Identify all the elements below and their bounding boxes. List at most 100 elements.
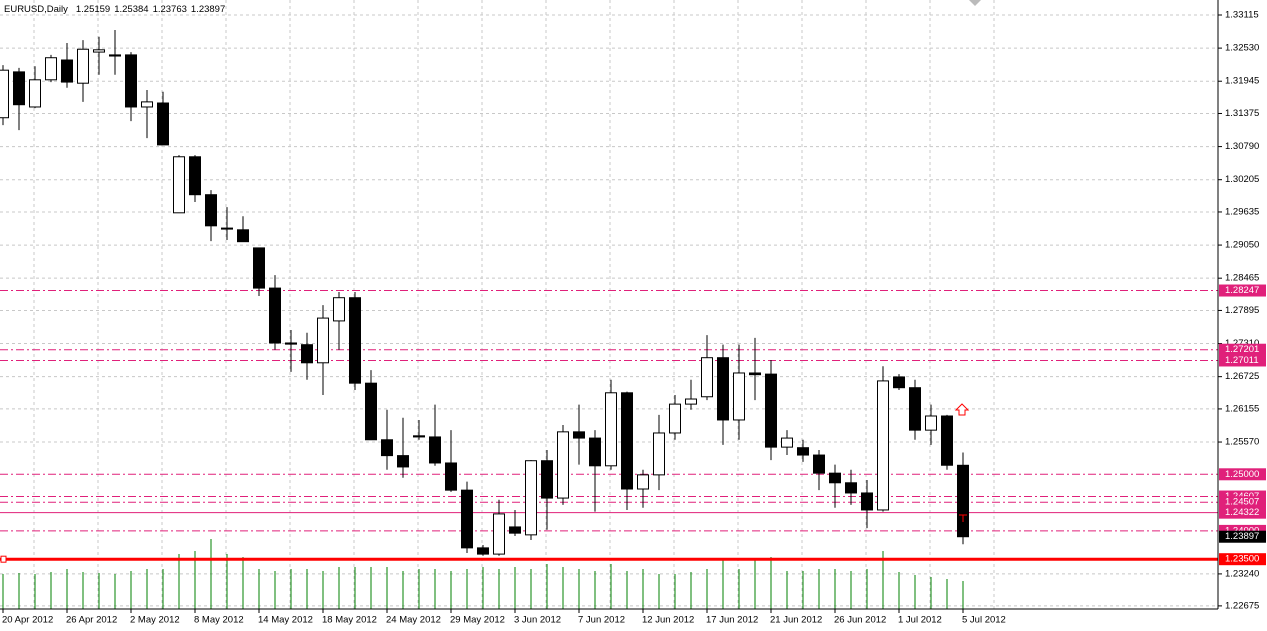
candle-body	[845, 482, 857, 494]
y-tick-label: 1.27310	[1225, 338, 1259, 349]
candle-body	[413, 435, 425, 438]
candle-body	[733, 372, 745, 421]
candle-body	[221, 227, 233, 230]
candle-body	[557, 431, 569, 499]
price-label: 1.23897	[1225, 531, 1259, 542]
x-tick-label: 8 May 2012	[194, 615, 244, 626]
y-tick-label: 1.31375	[1225, 108, 1259, 119]
candle-body	[525, 460, 537, 536]
x-tick-label: 26 Jun 2012	[834, 615, 886, 626]
candle-body	[717, 357, 729, 421]
x-tick-label: 24 May 2012	[386, 615, 441, 626]
candle-body	[461, 489, 473, 549]
level-label-box	[1219, 496, 1266, 509]
level-label-box	[1219, 284, 1266, 297]
candle-body	[893, 376, 905, 389]
level-anchor	[0, 555, 7, 563]
y-tick-label: 1.30790	[1225, 141, 1259, 152]
candle-body	[13, 71, 25, 106]
x-tick-label: 12 Jun 2012	[642, 615, 694, 626]
candle-body	[157, 102, 169, 146]
candle-body	[61, 59, 73, 83]
candle-body	[77, 48, 89, 84]
y-tick-label: 1.32530	[1225, 43, 1259, 54]
candle-body	[685, 398, 697, 405]
candle-body	[669, 403, 681, 434]
level-label: 1.27201	[1225, 344, 1259, 355]
x-tick-label: 20 Apr 2012	[2, 615, 53, 626]
level-label: 1.24507	[1225, 497, 1259, 508]
candle-body	[301, 344, 313, 364]
candle-body	[605, 392, 617, 467]
candle-body	[173, 156, 185, 214]
candle-body	[0, 69, 9, 119]
candle-body	[205, 194, 217, 227]
y-tick-label: 1.23240	[1225, 568, 1259, 579]
y-tick-label: 1.29050	[1225, 240, 1259, 251]
y-tick-label: 1.29635	[1225, 206, 1259, 217]
candle-body	[189, 156, 201, 196]
level-label-box	[1219, 553, 1266, 566]
candle-body	[397, 455, 409, 468]
title-low: 1.23763	[153, 4, 187, 15]
x-tick-label: 29 May 2012	[450, 615, 505, 626]
candle-body	[381, 439, 393, 457]
x-tick-label: 7 Jun 2012	[578, 615, 625, 626]
candle-body	[269, 287, 281, 344]
candle-body	[285, 342, 297, 345]
candle-body	[925, 415, 937, 431]
y-tick-label: 1.31945	[1225, 76, 1259, 87]
x-tick-label: 14 May 2012	[258, 615, 313, 626]
symbol: EURUSD,Daily	[4, 4, 68, 15]
chart-title: EURUSD,Daily 1.25159 1.25384 1.23763 1.23897	[4, 4, 225, 15]
candle-body	[125, 54, 137, 108]
title-high: 1.25384	[114, 4, 148, 15]
candle-body	[541, 460, 553, 499]
x-tick-label: 26 Apr 2012	[66, 615, 117, 626]
candle-body	[493, 513, 505, 555]
x-tick-label: 18 May 2012	[322, 615, 377, 626]
x-tick-label: 2 May 2012	[130, 615, 180, 626]
candle-body	[813, 454, 825, 474]
up-arrow	[954, 403, 970, 416]
candle-body	[317, 317, 329, 364]
candle-body	[941, 415, 953, 466]
candle-body	[445, 462, 457, 491]
candle-body	[781, 437, 793, 448]
candle-body	[333, 297, 345, 322]
candle-body	[861, 492, 873, 511]
y-tick-label: 1.26725	[1225, 371, 1259, 382]
level-label-box	[1219, 506, 1266, 519]
x-tick-label: 5 Jul 2012	[962, 615, 1006, 626]
title-close: 1.23897	[191, 4, 225, 15]
chart-shift-marker	[969, 0, 981, 6]
candle-body	[45, 57, 57, 81]
title-open: 1.25159	[76, 4, 110, 15]
x-tick-label: 3 Jun 2012	[514, 615, 561, 626]
candle-body	[877, 380, 889, 511]
candle-body	[509, 526, 521, 534]
candle-body	[253, 247, 265, 289]
level-label: 1.23500	[1225, 554, 1259, 565]
candle-body	[797, 447, 809, 456]
x-tick-label: 17 Jun 2012	[706, 615, 758, 626]
level-label: 1.24322	[1225, 507, 1259, 518]
candle-body	[749, 372, 761, 376]
candle-body	[365, 382, 377, 441]
level-label: 1.27011	[1225, 355, 1259, 366]
candle-body	[829, 472, 841, 484]
candle-body	[701, 357, 713, 398]
volume-layer	[2, 539, 964, 609]
y-tick-label: 1.30205	[1225, 174, 1259, 185]
y-tick-label: 1.27895	[1225, 305, 1259, 316]
y-tick-label: 1.26155	[1225, 403, 1259, 414]
grid	[0, 0, 1218, 609]
candle-body	[29, 79, 41, 108]
candle-body	[109, 54, 121, 57]
price-label-box	[1219, 530, 1266, 543]
candle-body	[621, 392, 633, 490]
candle-body	[637, 474, 649, 490]
stop-mark	[959, 514, 967, 522]
